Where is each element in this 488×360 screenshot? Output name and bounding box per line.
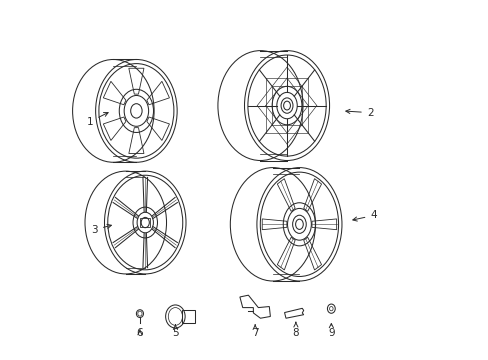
Text: 5: 5 <box>172 325 178 338</box>
Text: 7: 7 <box>251 325 258 338</box>
Text: 1: 1 <box>86 113 108 126</box>
Text: 6: 6 <box>136 328 143 338</box>
Text: 9: 9 <box>327 324 334 338</box>
Text: 4: 4 <box>352 211 376 221</box>
Text: 8: 8 <box>292 322 299 338</box>
Text: 2: 2 <box>345 108 373 118</box>
Text: 3: 3 <box>91 224 111 235</box>
